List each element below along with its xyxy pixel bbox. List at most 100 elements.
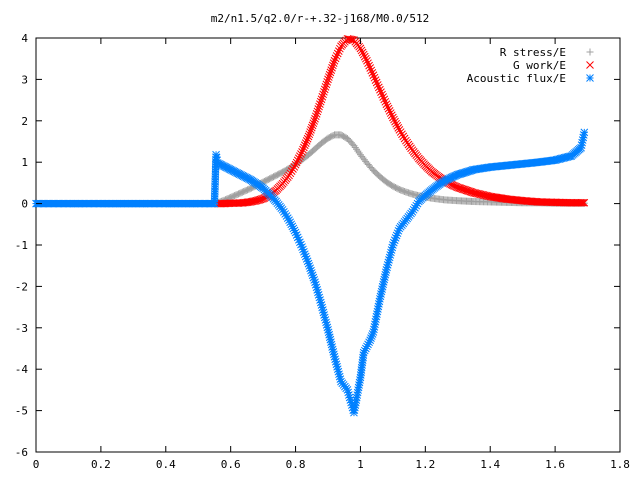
data-point [257,195,266,203]
data-point [319,90,327,99]
data-point [369,71,378,80]
data-point [304,132,313,141]
data-point [286,169,295,178]
data-point [316,100,324,108]
data-point [450,181,458,190]
data-point [325,70,334,79]
data-point [373,81,382,89]
data-point [318,92,327,101]
data-point [351,143,359,151]
data-point [580,128,589,137]
data-point [359,50,368,59]
data-point [300,141,309,150]
data-point [364,59,372,68]
data-point [393,121,402,130]
data-point [379,93,388,101]
y-tick-label: -6 [15,446,28,459]
data-point [313,107,322,116]
data-point [321,82,330,91]
data-point [386,109,395,117]
data-point [328,63,336,72]
y-tick-label: -3 [15,322,28,335]
x-tick-label: 0 [33,458,40,471]
data-point [367,66,376,75]
data-point [451,182,460,191]
data-point [370,73,379,82]
data-point [366,64,375,72]
data-point [285,171,293,180]
y-tick-label: 0 [21,198,28,211]
data-point [395,126,404,134]
data-point [300,143,308,152]
x-tick-label: 1.4 [480,458,500,471]
data-point [332,52,341,60]
data-point [326,68,335,77]
data-point [307,126,315,134]
x-tick-label: 0.2 [91,458,111,471]
data-point [368,68,377,77]
data-point [399,132,408,141]
data-point [383,102,392,111]
data-point [356,44,365,53]
data-point [305,130,314,139]
axis-ticks: 0 0.2 0.4 0.6 0.8 1 1.2 1.4 1.6 1.8 -6 -5 -4 -3 -2 -1 0 1… [15,32,630,471]
series-1 [213,34,589,208]
data-point [309,119,318,128]
chart-title: m2/n1.5/q2.0/r-+.32-j168/M0.0/512 [211,12,430,25]
x-tick-label: 0.4 [156,458,176,471]
data-point [330,56,339,65]
data-point [301,139,310,147]
data-point [306,128,315,136]
data-point [392,119,400,128]
data-point [391,117,399,126]
data-point [378,90,386,99]
legend-marker [586,74,594,82]
data-point [361,54,370,63]
legend-marker [586,61,594,69]
plot-area [32,34,621,453]
data-point [385,107,394,115]
data-point [357,46,366,55]
data-point [322,80,331,89]
data-point [358,48,367,57]
data-point [350,142,358,150]
data-point [291,160,300,169]
data-point [298,147,306,156]
data-point [294,154,303,163]
data-point [292,158,301,167]
data-point [384,104,393,113]
data-point [577,198,586,207]
data-point [347,35,356,44]
data-point [316,97,325,106]
data-point [331,54,340,63]
data-point [354,147,362,155]
y-tick-label: 2 [21,115,28,128]
data-point [299,145,307,154]
data-point [302,137,311,145]
data-point [289,165,297,173]
data-point [312,110,321,118]
legend-label: G work/E [513,59,566,72]
y-tick-label: 1 [21,156,28,169]
data-point [297,150,305,158]
data-point [389,113,397,122]
legend-label: R stress/E [500,46,566,59]
data-point [323,78,332,86]
data-point [363,56,371,65]
data-point [382,100,391,109]
data-point [324,75,332,84]
data-point [333,49,342,58]
data-point [576,198,585,207]
data-point [336,44,344,53]
data-point [311,114,319,123]
data-point [320,87,328,96]
data-point [387,111,396,120]
data-point [579,198,587,207]
data-point [317,95,326,104]
x-tick-label: 1.2 [415,458,435,471]
data-point [353,145,361,153]
data-point [360,52,369,61]
